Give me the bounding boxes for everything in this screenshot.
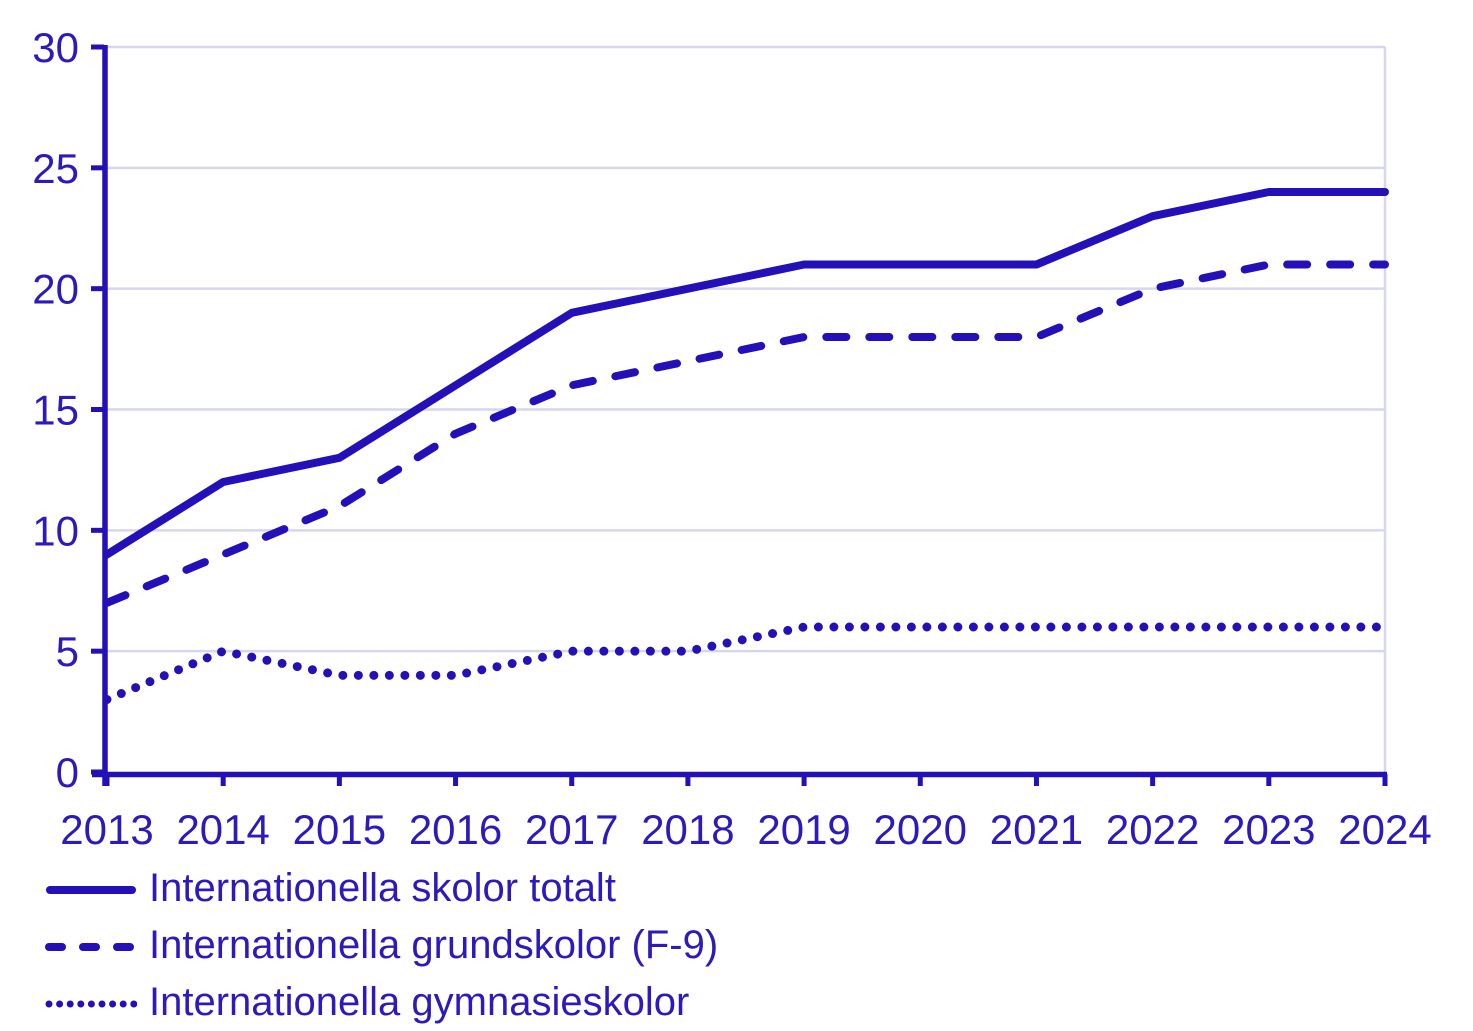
x-tick-label: 2020	[874, 806, 967, 853]
legend-item-gymnasieskolor: Internationella gymnasieskolor	[45, 975, 718, 1031]
series-line-dotted	[102, 622, 1390, 704]
y-tick-label: 10	[32, 507, 79, 554]
legend-label-grundskolor: Internationella grundskolor (F-9)	[149, 922, 719, 967]
x-tick-label: 2018	[641, 806, 734, 853]
solid-line-sample-icon	[46, 885, 136, 894]
x-tick-label: 2016	[409, 806, 502, 853]
y-tick-label: 15	[32, 387, 79, 434]
dotted-line-sample-icon	[45, 1000, 137, 1007]
legend-item-grundskolor: Internationella grundskolor (F-9)	[45, 918, 718, 975]
x-tick-label: 2013	[60, 806, 153, 853]
x-tick-label: 2017	[525, 806, 618, 853]
legend-item-skolor-totalt: Internationella skolor totalt	[45, 861, 718, 918]
y-tick-label: 5	[56, 628, 79, 675]
y-tick-label: 0	[56, 749, 79, 796]
x-tick-label: 2023	[1222, 806, 1315, 853]
y-tick-label: 25	[32, 145, 79, 192]
x-tick-label: 2021	[990, 806, 1083, 853]
legend-label-skolor-totalt: Internationella skolor totalt	[149, 865, 616, 910]
x-tick-label: 2022	[1106, 806, 1199, 853]
y-tick-label: 20	[32, 266, 79, 313]
series-line-dashed	[103, 260, 1389, 607]
series-line-solid	[103, 188, 1389, 559]
dashed-line-sample-icon	[45, 942, 137, 951]
x-tick-label: 2014	[176, 806, 269, 853]
legend-label-gymnasieskolor: Internationella gymnasieskolor	[149, 979, 690, 1024]
x-tick-label: 2019	[757, 806, 850, 853]
y-tick-label: 30	[32, 24, 79, 71]
x-tick-label: 2024	[1338, 806, 1431, 853]
legend: Internationella skolor totalt Internatio…	[45, 861, 718, 1031]
x-tick-label: 2015	[293, 806, 386, 853]
